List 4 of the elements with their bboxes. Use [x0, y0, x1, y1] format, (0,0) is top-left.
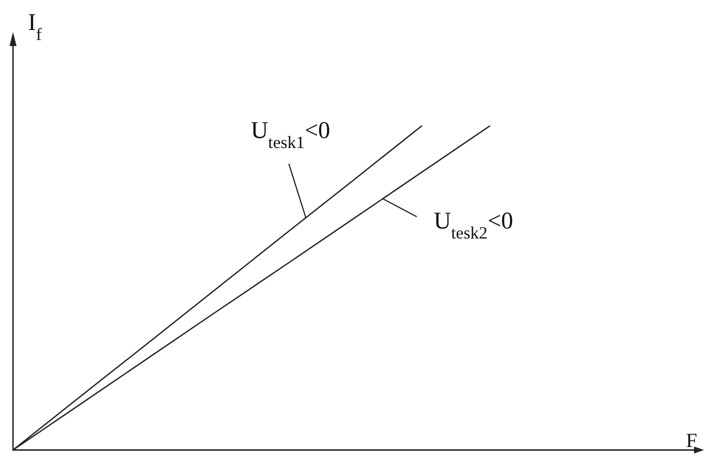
- x-axis-title: F: [686, 430, 698, 452]
- series-label: U$_{tesk1}$<0: [250, 118, 330, 152]
- y-axis-title: I$_{f}$: [28, 10, 42, 44]
- legend-label: U$_{tesk2}$<0: [434, 208, 514, 242]
